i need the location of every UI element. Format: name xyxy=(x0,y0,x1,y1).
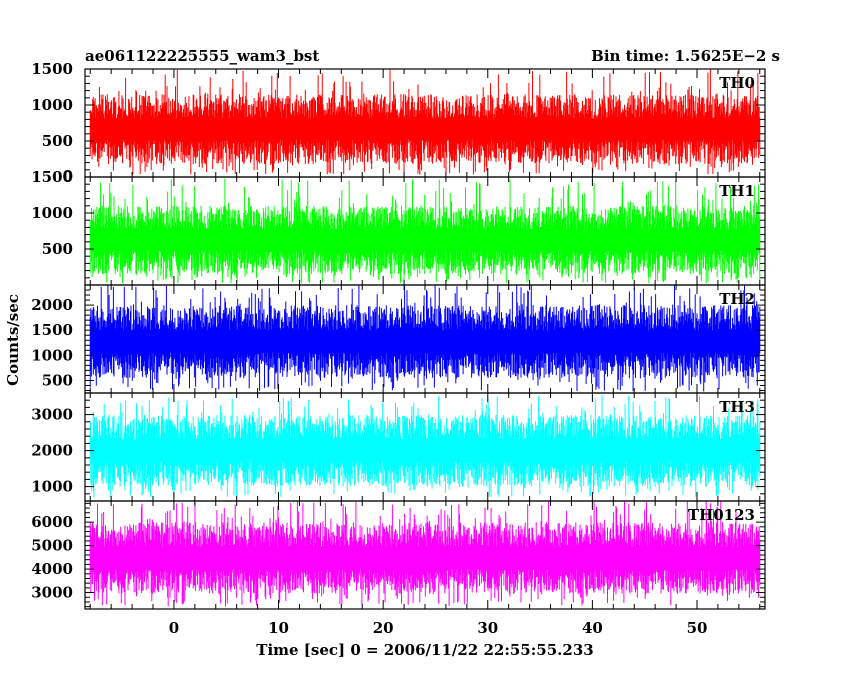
y-tick-label: 1500 xyxy=(31,60,73,78)
y-tick-label: 2000 xyxy=(31,442,73,460)
series-trace-th3 xyxy=(89,395,761,498)
y-tick-label: 2000 xyxy=(31,296,73,314)
y-tick-label: 6000 xyxy=(31,513,73,531)
panel-label: TH1 xyxy=(719,182,755,200)
bin-time-label: Bin time: 1.5625E−2 s xyxy=(591,47,780,65)
y-tick-label: 4000 xyxy=(31,560,73,578)
y-tick-label: 3000 xyxy=(31,406,73,424)
x-tick-label: 20 xyxy=(373,619,394,637)
y-axis-label: Counts/sec xyxy=(4,294,22,386)
x-tick-label: 30 xyxy=(477,619,498,637)
y-tick-label: 5000 xyxy=(31,537,73,555)
series-trace-th0 xyxy=(89,69,761,175)
x-tick-label: 10 xyxy=(268,619,289,637)
panel-label: TH0 xyxy=(719,74,755,92)
panel-th0123: 3000 4000 5000 6000 TH0123 xyxy=(31,500,766,610)
panel-th3: 1000 2000 3000 TH3 xyxy=(31,392,766,502)
y-tick-label: 3000 xyxy=(31,584,73,602)
series-trace-th2 xyxy=(89,285,761,392)
y-tick-label: 0 xyxy=(63,167,73,185)
y-tick-label: 1000 xyxy=(31,204,73,222)
y-tick-label: 500 xyxy=(42,371,73,389)
panel-th1: 500 1000 1500 TH1 xyxy=(31,168,766,286)
panel-label: TH2 xyxy=(719,290,755,308)
panel-label: TH3 xyxy=(719,398,755,416)
x-tick-label: 40 xyxy=(582,619,603,637)
y-tick-label: 500 xyxy=(42,240,73,258)
x-tick-label: 0 xyxy=(169,619,179,637)
y-tick-label: 500 xyxy=(42,132,73,150)
y-tick-label: 1000 xyxy=(31,478,73,496)
y-tick-label: 1000 xyxy=(31,346,73,364)
y-tick-label: 1000 xyxy=(31,96,73,114)
series-trace-th0123 xyxy=(89,501,761,607)
x-axis-label: Time [sec] 0 = 2006/11/22 22:55:55.233 xyxy=(256,641,593,659)
series-trace-th1 xyxy=(89,178,761,284)
chart-title: ae061122225555_wam3_bst xyxy=(85,47,319,65)
panel-th2: 500 1000 1500 2000 TH2 xyxy=(31,284,766,394)
panel-label: TH0123 xyxy=(688,506,755,524)
y-tick-label: 1500 xyxy=(31,321,73,339)
x-tick-label: 50 xyxy=(687,619,708,637)
y-tick-label: 1500 xyxy=(31,168,73,186)
